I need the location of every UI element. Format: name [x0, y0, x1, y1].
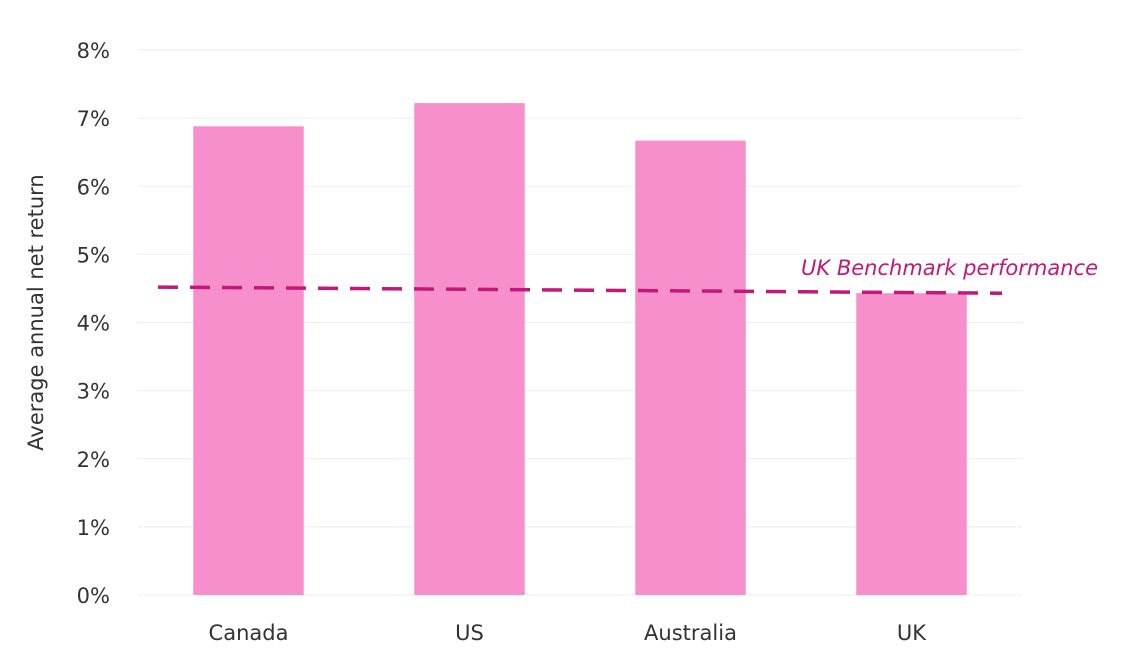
y-tick-label: 2%: [77, 448, 110, 472]
y-tick-label: 5%: [77, 243, 110, 267]
bar-us: [414, 103, 525, 595]
y-axis-ticks: 0% 1% 2% 3% 4% 5% 6% 7% 8%: [77, 39, 110, 608]
bars: [193, 103, 967, 596]
y-tick-label: 8%: [77, 39, 110, 63]
x-tick-label: UK: [897, 621, 927, 645]
benchmark-line: [157, 285, 1003, 295]
bar-canada: [193, 126, 304, 596]
y-tick-label: 4%: [77, 312, 110, 336]
y-tick-label: 7%: [77, 107, 110, 131]
y-axis-title: Average annual net return: [24, 174, 48, 450]
x-tick-label: US: [455, 621, 484, 645]
y-tick-label: 0%: [77, 584, 110, 608]
bar-australia: [635, 140, 746, 595]
x-tick-label: Canada: [209, 621, 289, 645]
x-axis-ticks: Canada US Australia UK: [209, 621, 928, 645]
benchmark-label: UK Benchmark performance: [801, 256, 1098, 280]
y-tick-label: 3%: [77, 380, 110, 404]
bar-uk: [856, 293, 967, 595]
y-tick-label: 1%: [77, 516, 110, 540]
x-tick-label: Australia: [644, 621, 737, 645]
y-tick-label: 6%: [77, 175, 110, 199]
